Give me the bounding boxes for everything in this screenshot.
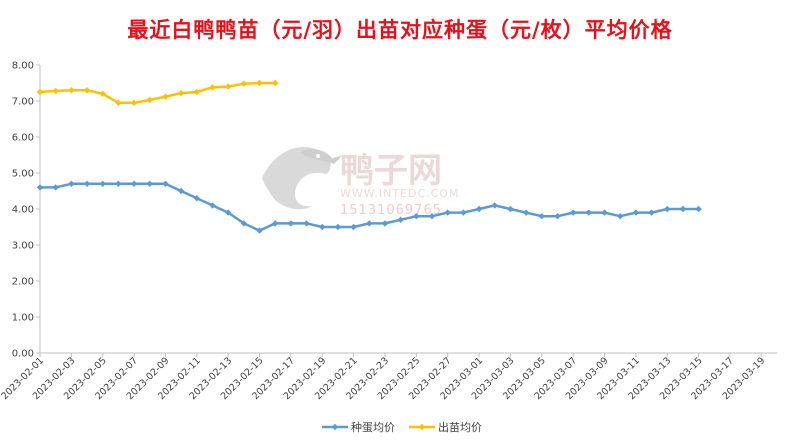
y-tick-label: 6.00 bbox=[12, 133, 34, 144]
data-point-0 bbox=[52, 184, 59, 191]
chart-legend: 种蛋均价 出苗均价 bbox=[322, 420, 482, 434]
data-point-1 bbox=[224, 83, 232, 90]
data-point-0 bbox=[585, 209, 593, 216]
data-point-1 bbox=[256, 79, 263, 87]
data-point-0 bbox=[679, 205, 687, 213]
data-point-0 bbox=[491, 202, 498, 209]
data-point-0 bbox=[366, 220, 373, 227]
chart-plot-area bbox=[36, 79, 702, 234]
data-point-1 bbox=[36, 88, 44, 96]
data-point-0 bbox=[397, 216, 404, 223]
data-point-0 bbox=[99, 180, 106, 187]
data-point-0 bbox=[334, 223, 342, 231]
watermark-url: WWW.INTEDC.COM bbox=[340, 187, 459, 200]
data-point-0 bbox=[554, 213, 561, 220]
data-point-0 bbox=[115, 180, 122, 187]
data-point-0 bbox=[381, 220, 389, 227]
data-point-0 bbox=[224, 209, 232, 216]
data-point-1 bbox=[162, 93, 169, 100]
y-tick-label: 7.00 bbox=[12, 97, 34, 108]
data-point-1 bbox=[52, 87, 59, 95]
chart-title: 最近白鸭鸭苗（元/羽）出苗对应种蛋（元/枚）平均价格 bbox=[127, 18, 673, 42]
legend-swatch-marker bbox=[418, 423, 426, 431]
data-point-0 bbox=[616, 213, 624, 220]
data-point-1 bbox=[177, 89, 185, 97]
data-point-0 bbox=[319, 223, 326, 231]
data-point-0 bbox=[507, 205, 514, 213]
data-point-1 bbox=[99, 90, 106, 97]
data-point-0 bbox=[522, 209, 530, 216]
data-point-0 bbox=[256, 227, 263, 234]
legend-label: 种蛋均价 bbox=[351, 420, 395, 434]
data-point-0 bbox=[632, 209, 640, 216]
duck-logo-icon bbox=[262, 147, 342, 210]
data-point-0 bbox=[177, 187, 185, 195]
data-point-0 bbox=[272, 220, 279, 227]
y-tick-label: 8.00 bbox=[12, 61, 34, 72]
data-point-0 bbox=[130, 180, 138, 187]
data-point-1 bbox=[209, 84, 216, 91]
y-tick-label: 3.00 bbox=[12, 241, 34, 252]
data-point-1 bbox=[240, 80, 248, 87]
data-point-0 bbox=[601, 209, 608, 216]
data-point-1 bbox=[146, 96, 153, 104]
data-point-1 bbox=[130, 99, 138, 106]
data-point-0 bbox=[444, 209, 451, 216]
data-point-0 bbox=[695, 205, 702, 213]
data-point-0 bbox=[287, 220, 295, 227]
data-point-0 bbox=[146, 180, 153, 187]
watermark-brand: 鸭子网 bbox=[340, 151, 442, 191]
data-point-1 bbox=[68, 87, 75, 94]
y-tick-label: 1.00 bbox=[12, 313, 34, 324]
data-point-1 bbox=[193, 88, 201, 96]
data-point-0 bbox=[569, 209, 577, 216]
data-point-0 bbox=[648, 209, 655, 216]
data-point-0 bbox=[209, 202, 216, 209]
data-point-0 bbox=[68, 180, 75, 187]
y-tick-label: 2.00 bbox=[12, 277, 34, 288]
data-point-0 bbox=[538, 213, 545, 220]
data-point-0 bbox=[413, 213, 420, 220]
data-point-0 bbox=[350, 223, 357, 231]
data-point-0 bbox=[303, 220, 310, 227]
y-tick-label: 0.00 bbox=[12, 349, 34, 360]
data-point-1 bbox=[115, 99, 122, 106]
y-tick-label: 4.00 bbox=[12, 205, 34, 216]
data-point-0 bbox=[83, 180, 91, 187]
y-tick-label: 5.00 bbox=[12, 169, 34, 180]
data-point-0 bbox=[428, 213, 436, 220]
series-line-1 bbox=[38, 81, 277, 105]
data-point-0 bbox=[193, 195, 201, 202]
data-point-0 bbox=[460, 209, 467, 216]
data-point-0 bbox=[36, 184, 44, 191]
data-point-0 bbox=[664, 205, 671, 213]
data-point-0 bbox=[475, 205, 483, 213]
legend-label: 出苗均价 bbox=[438, 420, 482, 434]
watermark: 鸭子网 WWW.INTEDC.COM 15131069765 bbox=[262, 147, 459, 218]
data-point-0 bbox=[240, 220, 248, 227]
legend-swatch-marker bbox=[331, 423, 339, 431]
data-point-1 bbox=[83, 87, 91, 94]
chart-axes: 0.001.002.003.004.005.006.007.008.002023… bbox=[0, 61, 777, 402]
data-point-1 bbox=[272, 79, 279, 87]
data-point-0 bbox=[162, 180, 169, 187]
